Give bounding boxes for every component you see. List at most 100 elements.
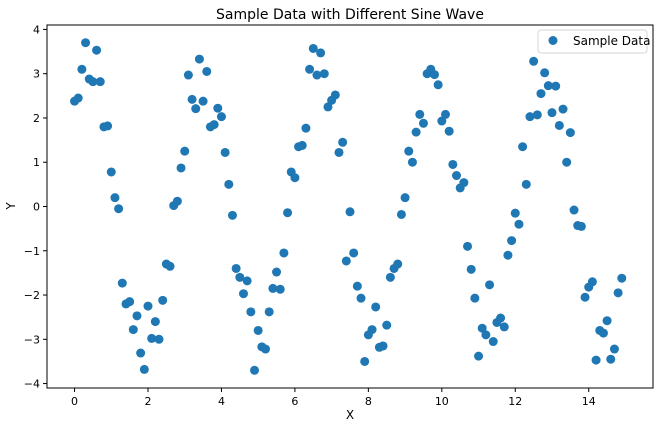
data-point — [485, 280, 495, 290]
data-point — [77, 64, 87, 74]
data-point — [213, 103, 223, 113]
x-tick-label: 0 — [71, 395, 78, 408]
data-point — [415, 109, 425, 119]
data-point — [452, 171, 462, 181]
data-point — [404, 146, 414, 156]
x-tick-label: 4 — [218, 395, 225, 408]
data-point — [507, 236, 517, 246]
data-point — [569, 205, 579, 215]
data-point — [525, 112, 535, 122]
data-point — [587, 277, 597, 287]
data-point — [191, 104, 201, 114]
y-tick-label: −4 — [24, 378, 40, 391]
data-point — [345, 207, 355, 217]
data-point — [521, 179, 531, 189]
data-point — [305, 64, 315, 74]
data-point — [609, 344, 619, 354]
data-point — [360, 356, 370, 366]
data-point — [132, 311, 142, 321]
data-point — [209, 120, 219, 130]
chart-title: Sample Data with Different Sine Wave — [216, 7, 484, 23]
data-point — [463, 241, 473, 251]
data-point — [150, 317, 160, 327]
data-point — [176, 163, 186, 173]
data-point — [466, 264, 476, 274]
data-point — [139, 364, 149, 374]
data-point — [316, 48, 326, 58]
y-tick-label: −2 — [24, 289, 40, 302]
data-point — [356, 293, 366, 303]
data-point — [393, 259, 403, 269]
data-point — [301, 123, 311, 133]
data-point — [198, 96, 208, 106]
data-point — [444, 126, 454, 136]
x-tick-label: 14 — [582, 395, 596, 408]
data-point — [474, 351, 484, 361]
data-point — [547, 108, 557, 118]
data-point — [264, 307, 274, 317]
data-point — [187, 94, 197, 104]
data-point — [143, 301, 153, 311]
data-point — [418, 118, 428, 128]
data-point — [180, 146, 190, 156]
data-point — [562, 157, 572, 167]
data-point — [367, 325, 377, 335]
data-point — [470, 293, 480, 303]
x-axis-label: X — [346, 408, 354, 422]
data-point — [172, 196, 182, 206]
plot-area-frame — [46, 24, 654, 389]
data-point — [602, 316, 612, 326]
data-point — [216, 112, 226, 122]
legend: Sample Data — [537, 29, 650, 54]
data-point — [529, 56, 539, 66]
data-point — [297, 140, 307, 150]
data-point — [224, 179, 234, 189]
data-point — [532, 110, 542, 120]
data-point — [165, 261, 175, 271]
data-point — [385, 272, 395, 282]
data-point — [92, 45, 102, 55]
data-point — [73, 93, 83, 103]
data-point — [382, 320, 392, 330]
data-point — [261, 344, 271, 354]
data-point — [503, 250, 513, 260]
data-point — [613, 288, 623, 298]
data-point — [158, 295, 168, 305]
data-point — [459, 178, 469, 188]
y-tick-label: 2 — [33, 112, 40, 125]
data-point — [250, 365, 260, 375]
legend-marker — [548, 36, 558, 45]
data-point — [183, 70, 193, 80]
data-point — [349, 248, 359, 258]
data-point — [551, 81, 561, 91]
data-point — [246, 307, 256, 317]
data-point — [617, 273, 627, 283]
data-point — [283, 208, 293, 218]
y-tick-label: −1 — [24, 245, 40, 258]
legend-label: Sample Data — [573, 34, 650, 48]
data-point — [400, 193, 410, 203]
data-point — [411, 127, 421, 137]
data-point — [128, 325, 138, 335]
data-point — [279, 248, 289, 258]
y-tick-label: −3 — [24, 333, 40, 346]
data-point — [598, 328, 608, 338]
data-point — [591, 355, 601, 365]
data-point — [242, 276, 252, 286]
y-axis: −4 −3 −2 −1 0 1 2 3 4 — [24, 23, 47, 391]
x-tick-label: 12 — [508, 395, 522, 408]
data-point — [565, 128, 575, 138]
data-point — [378, 341, 388, 351]
data-point — [330, 90, 340, 100]
data-point — [371, 302, 381, 312]
data-point — [319, 69, 329, 79]
data-point — [341, 256, 351, 266]
data-point — [202, 66, 212, 76]
data-point — [514, 219, 524, 229]
y-tick-label: 3 — [33, 68, 40, 81]
data-point — [558, 104, 568, 114]
legend-box — [537, 29, 648, 54]
data-point — [440, 109, 450, 119]
y-tick-label: 1 — [33, 156, 40, 169]
